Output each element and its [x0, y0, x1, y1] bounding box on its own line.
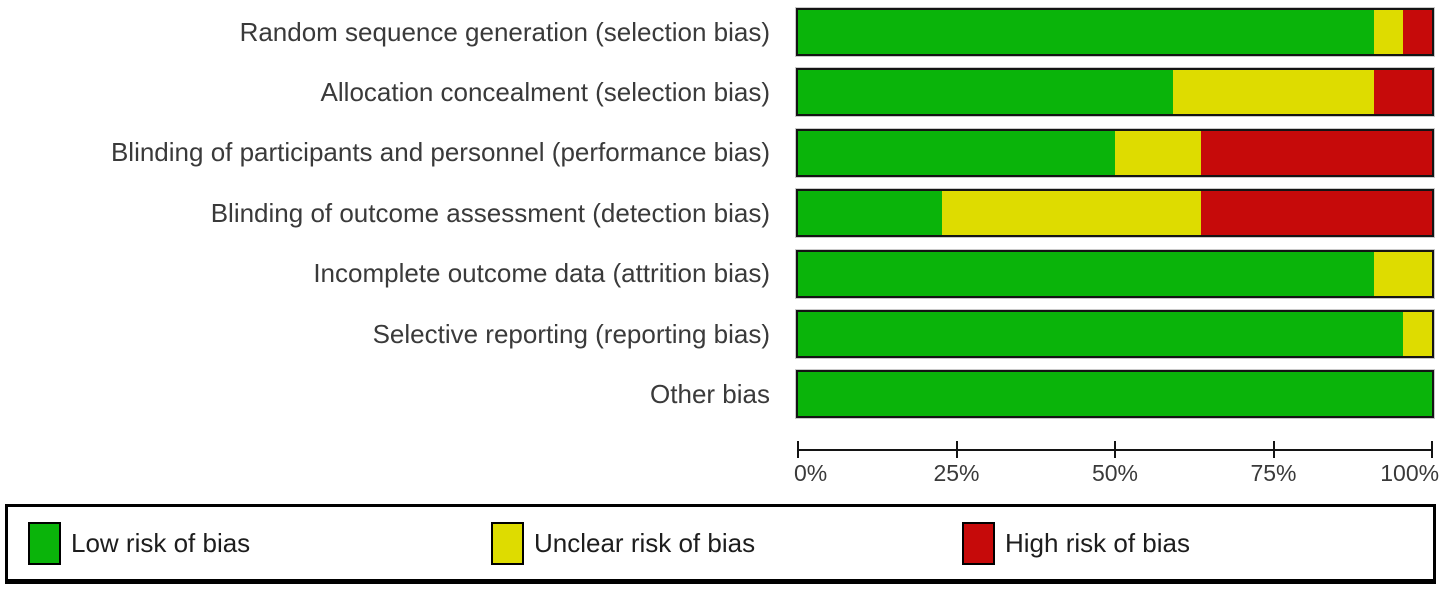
legend-swatch-icon — [962, 521, 995, 565]
row-label: Other bias — [650, 378, 770, 409]
bar-segment-low — [798, 312, 1404, 356]
legend-item: High risk of bias — [962, 507, 1190, 579]
stacked-bar — [796, 189, 1434, 238]
axis-tick-label: 50% — [1091, 460, 1139, 486]
axis-tick-label: 25% — [933, 460, 980, 486]
row-label: Allocation concealment (selection bias) — [320, 76, 770, 107]
legend-label: High risk of bias — [1005, 527, 1190, 558]
legend-swatch-icon — [491, 521, 524, 565]
row-label: Selective reporting (reporting bias) — [372, 318, 770, 349]
bar-segment-unclear — [1172, 70, 1375, 115]
legend: Low risk of bias Unclear risk of bias High… — [5, 504, 1436, 584]
stacked-bar — [796, 249, 1434, 298]
bar-row: Blinding of outcome assessment (detectio… — [0, 189, 1441, 238]
legend-swatch-icon — [28, 521, 61, 565]
row-label: Random sequence generation (selection bi… — [239, 16, 770, 47]
axis-tick — [797, 441, 799, 458]
legend-label: Low risk of bias — [71, 527, 251, 558]
bar-segment-high — [1201, 191, 1432, 236]
axis-tick — [1272, 441, 1275, 458]
bar-segment-unclear — [1115, 130, 1202, 175]
axis-tick — [1114, 441, 1116, 458]
legend-label: Unclear risk of bias — [534, 527, 756, 558]
bar-segment-high — [1403, 10, 1432, 54]
bar-row: Incomplete outcome data (attrition bias) — [0, 249, 1441, 298]
row-label: Incomplete outcome data (attrition bias) — [313, 258, 770, 289]
legend-item: Unclear risk of bias — [491, 507, 755, 579]
axis-tick-label: 0% — [794, 460, 828, 486]
legend-item: Low risk of bias — [28, 507, 250, 579]
bar-segment-low — [798, 191, 943, 236]
bar-segment-high — [1374, 70, 1432, 115]
bar-segment-high — [1201, 130, 1432, 175]
bar-row: Random sequence generation (selection bi… — [0, 8, 1441, 56]
axis-tick-label: 75% — [1250, 460, 1297, 486]
row-label: Blinding of participants and personnel (… — [110, 137, 770, 168]
bar-row: Allocation concealment (selection bias) — [0, 68, 1441, 117]
bar-segment-low — [798, 70, 1173, 115]
bar-segment-unclear — [1374, 10, 1404, 54]
x-axis: 0% 25% 50% 75% 100% — [794, 441, 1439, 487]
bar-row: Other bias — [0, 370, 1441, 419]
axis-tick — [955, 441, 958, 458]
bar-segment-low — [798, 251, 1375, 296]
stacked-bar — [796, 310, 1434, 358]
bar-segment-low — [798, 10, 1375, 54]
bar-segment-unclear — [1403, 312, 1432, 356]
bar-row: Selective reporting (reporting bias) — [0, 310, 1441, 358]
bar-segment-low — [798, 372, 1432, 417]
axis-tick — [1431, 441, 1433, 458]
stacked-bar — [796, 8, 1434, 56]
axis-tick-label: 100% — [1380, 460, 1440, 486]
stacked-bar — [796, 68, 1434, 117]
stacked-bar — [796, 370, 1434, 419]
bar-segment-low — [798, 130, 1115, 175]
bar-segment-unclear — [1374, 251, 1432, 296]
row-label: Blinding of outcome assessment (detectio… — [210, 197, 770, 228]
stacked-bar — [796, 128, 1434, 177]
bar-segment-unclear — [942, 191, 1202, 236]
bar-row: Blinding of participants and personnel (… — [0, 128, 1441, 177]
